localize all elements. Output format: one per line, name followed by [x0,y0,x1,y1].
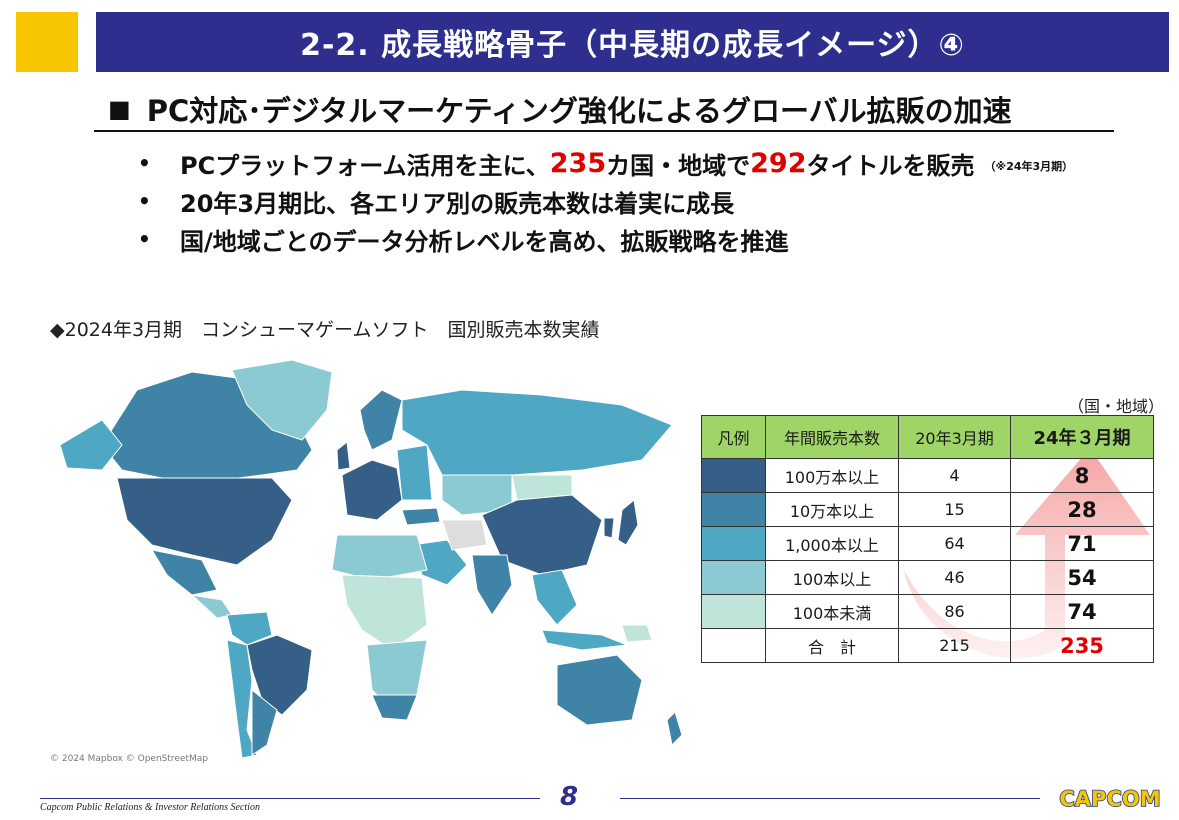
map-region-southeast-asia [531,569,578,626]
map-region-central-america [190,594,233,619]
map-region-japan [617,499,639,546]
header-legend: 凡例 [701,415,766,459]
bullet-list: • PCプラットフォーム活用を主に、 235 カ国・地域で 292 タイトルを販売 （※2… [138,144,1138,258]
slide-title-text: 2-2. 成長戦略骨子（中長期の成長イメージ）④ [300,28,965,63]
bullet-marker: • [138,151,151,175]
fy24-cell: 74 [1010,594,1154,629]
map-region-central-africa [341,574,428,651]
footer-section-name: Capcom Public Relations & Investor Relat… [40,802,260,813]
table-total-row: 合 計 215 235 [701,628,1154,663]
map-region-australia [556,654,643,726]
fy20-cell: 4 [898,458,1011,493]
map-region-india [471,554,513,616]
map-region-iran-region [441,519,488,551]
map-region-korea [603,517,615,539]
map-region-greenland [231,359,333,441]
map-region-mexico [150,549,218,596]
map-region-north-africa [331,534,428,581]
bullet-item: • 20年3月期比、各エリア別の販売本数は着実に成長 [138,182,1138,220]
map-credit: © 2024 Mapbox © OpenStreetMap [50,754,208,764]
legend-swatch [701,458,766,493]
sales-legend-table: 凡例 年間販売本数 20年3月期 24年３月期 100万本以上 4 8 10万本… [701,415,1154,663]
map-region-uk [336,441,351,471]
total-label: 合 計 [765,628,899,663]
bullet-text: カ国・地域で [606,151,751,180]
map-region-papua [621,624,653,643]
bullet-item: • 国/地域ごとのデータ分析レベルを高め、拡販戦略を推進 [138,220,1138,258]
total-swatch-empty [701,628,766,663]
footnote: （※24年3月期） [984,160,1074,173]
bullet-text: 20年3月期比、各エリア別の販売本数は着実に成長 [180,189,735,218]
range-cell: 1,000本以上 [765,526,899,561]
capcom-logo: CAPCOM [1059,786,1162,812]
map-region-usa [116,477,293,566]
highlight-number: 292 [750,147,807,179]
map-region-south-america-west [226,639,258,759]
map-region-south-africa [371,694,418,721]
table-row: 1,000本以上 64 71 [701,526,1154,561]
fy24-cell: 8 [1010,458,1154,493]
fy20-cell: 86 [898,594,1011,629]
headline-marker: ■ [108,95,131,123]
range-cell: 100万本以上 [765,458,899,493]
fy24-cell: 28 [1010,492,1154,527]
table-header-row: 凡例 年間販売本数 20年3月期 24年３月期 [701,415,1154,459]
range-cell: 100本未満 [765,594,899,629]
table-row: 10万本以上 15 28 [701,492,1154,527]
map-region-argentina [251,688,278,756]
map-region-brazil [246,634,313,716]
table-row: 100本未満 86 74 [701,594,1154,629]
table-row: 100万本以上 4 8 [701,458,1154,493]
legend-swatch [701,560,766,595]
map-region-indonesia [541,629,628,651]
highlight-number: 235 [549,147,607,179]
total-fy24: 235 [1010,628,1154,663]
map-region-turkey [401,507,441,526]
header-annual-sales: 年間販売本数 [765,415,899,459]
map-region-eastern-europe [396,444,433,501]
map-region-alaska [59,419,123,471]
fy20-cell: 64 [898,526,1011,561]
range-cell: 10万本以上 [765,492,899,527]
legend-swatch [701,492,766,527]
bullet-text: PCプラットフォーム活用を主に、 [180,151,550,180]
svg-text:CAPCOM: CAPCOM [1059,787,1160,811]
headline-text: PC対応･デジタルマーケティング強化によるグローバル拡販の加速 [146,94,1012,128]
map-region-western-europe [341,459,403,521]
total-fy20: 215 [898,628,1011,663]
bullet-marker: • [138,189,151,213]
fy24-cell: 71 [1010,526,1154,561]
range-cell: 100本以上 [765,560,899,595]
world-map [59,359,683,759]
slide-title: 2-2. 成長戦略骨子（中長期の成長イメージ）④ [96,12,1169,72]
bullet-text: 国/地域ごとのデータ分析レベルを高め、拡販戦略を推進 [180,227,789,256]
table-row: 100本以上 46 54 [701,560,1154,595]
map-region-russia [401,389,673,476]
page-number: 8 [560,782,579,812]
fy20-cell: 15 [898,492,1011,527]
headline: ■ PC対応･デジタルマーケティング強化によるグローバル拡販の加速 [94,88,1114,132]
bullet-item: • PCプラットフォーム活用を主に、 235 カ国・地域で 292 タイトルを販売 （※2… [138,144,1138,182]
legend-swatch [701,526,766,561]
legend-swatch [701,594,766,629]
footer-divider-right [620,798,1040,799]
table-unit-label: （国・地域） [1068,397,1165,416]
map-region-scandinavia [359,389,403,451]
bullet-marker: • [138,227,151,251]
map-region-new-zealand [666,711,683,747]
map-caption: ◆2024年3月期 コンシューマゲームソフト 国別販売本数実績 [50,319,600,341]
header-fy20: 20年3月期 [898,415,1011,459]
footer-divider-left [40,798,540,799]
map-region-colombia-venezuela [226,611,273,646]
header-fy24: 24年３月期 [1010,415,1154,459]
fy20-cell: 46 [898,560,1011,595]
yellow-accent-square [16,12,78,72]
bullet-text: タイトルを販売 [806,151,975,180]
fy24-cell: 54 [1010,560,1154,595]
